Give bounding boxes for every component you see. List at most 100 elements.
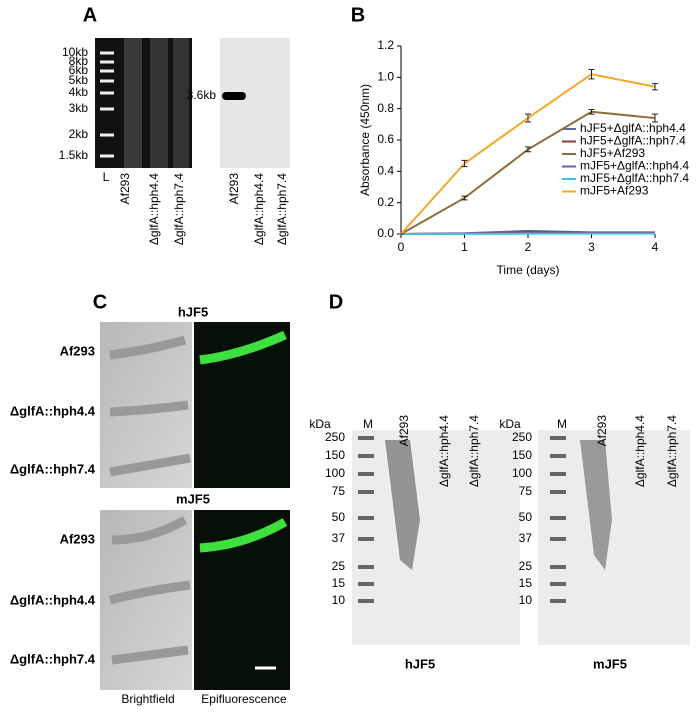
lane-label: Af293 bbox=[227, 173, 241, 205]
row-label: ΔglfA::hph7.4 bbox=[10, 651, 96, 666]
ladder-band bbox=[100, 154, 114, 158]
ladder-band bbox=[100, 79, 114, 83]
marker-band bbox=[550, 454, 566, 458]
marker-label: 250 bbox=[325, 430, 345, 444]
lane-label: ΔglfA::hph4.4 bbox=[252, 173, 266, 245]
row-label: ΔglfA::hph4.4 bbox=[10, 403, 96, 418]
marker-label: 37 bbox=[332, 531, 346, 545]
error-bar bbox=[461, 159, 468, 168]
ladder-label: 1.5kb bbox=[59, 148, 89, 162]
marker-lane-label: M bbox=[363, 417, 373, 431]
error-bar bbox=[525, 146, 531, 153]
ladder-band bbox=[100, 60, 114, 64]
marker-label: 15 bbox=[332, 576, 346, 590]
ladder-label: 8kb bbox=[69, 54, 89, 68]
lane-label: ΔglfA::hph4.4 bbox=[633, 415, 647, 487]
marker-band bbox=[550, 599, 566, 603]
marker-band bbox=[358, 490, 374, 494]
x-tick-label: 0 bbox=[398, 240, 405, 254]
marker-band bbox=[550, 472, 566, 476]
marker-band bbox=[550, 436, 566, 440]
group-title: mJF5 bbox=[176, 491, 210, 506]
marker-band bbox=[550, 516, 566, 520]
marker-band bbox=[358, 472, 374, 476]
column-label: Brightfield bbox=[121, 692, 174, 706]
marker-label: 25 bbox=[332, 559, 346, 573]
marker-label: 150 bbox=[325, 448, 345, 462]
marker-band bbox=[358, 516, 374, 520]
panel-label: A bbox=[83, 4, 97, 26]
x-tick-label: 4 bbox=[652, 240, 659, 254]
marker-label: 25 bbox=[519, 559, 533, 573]
marker-band bbox=[358, 454, 374, 458]
marker-band bbox=[550, 565, 566, 569]
marker-label: 75 bbox=[519, 484, 533, 498]
unit-label: kDa bbox=[499, 417, 521, 431]
y-tick-label: 0.4 bbox=[377, 164, 394, 178]
blot-title: hJF5 bbox=[405, 656, 435, 671]
ladder-label: 6kb bbox=[69, 63, 89, 77]
lane-label: ΔglfA::hph4.4 bbox=[437, 415, 451, 487]
ladder-title: L bbox=[103, 170, 110, 184]
micrographs bbox=[100, 322, 290, 690]
ladder-label: 2kb bbox=[69, 127, 89, 141]
legend-label: hJF5+ΔglfA::hph4.4 bbox=[580, 121, 686, 135]
y-tick-label: 1.0 bbox=[377, 70, 394, 84]
unit-label: kDa bbox=[309, 417, 331, 431]
group-title: hJF5 bbox=[178, 304, 208, 319]
band-label: 3.6kb bbox=[187, 88, 217, 102]
lane-label: Af293 bbox=[118, 173, 132, 205]
error-bar bbox=[461, 195, 468, 201]
ladder-label: 10kb bbox=[62, 45, 88, 59]
row-label: ΔglfA::hph4.4 bbox=[10, 592, 96, 607]
ladder-label: 3kb bbox=[69, 101, 89, 115]
column-label: Epifluorescence bbox=[201, 692, 287, 706]
x-tick-label: 3 bbox=[588, 240, 595, 254]
error-bar bbox=[588, 108, 595, 115]
y-tick-label: 0.2 bbox=[377, 195, 394, 209]
marker-band bbox=[358, 436, 374, 440]
y-tick-label: 0.8 bbox=[377, 101, 394, 115]
gel-band bbox=[222, 92, 246, 100]
marker-lane-label: M bbox=[557, 417, 567, 431]
ladder-band bbox=[100, 91, 114, 95]
error-bar bbox=[525, 113, 531, 123]
marker-band bbox=[550, 582, 566, 586]
lane-label: ΔglfA::hph7.4 bbox=[665, 415, 679, 487]
blot bbox=[352, 430, 520, 645]
y-tick-label: 0.0 bbox=[377, 226, 394, 240]
blot-title: mJF5 bbox=[593, 656, 627, 671]
marker-label: 10 bbox=[332, 593, 346, 607]
panel-label: D bbox=[329, 291, 343, 313]
marker-label: 50 bbox=[519, 510, 533, 524]
error-bar bbox=[652, 113, 658, 123]
marker-label: 150 bbox=[512, 448, 532, 462]
ladder-label: 5kb bbox=[69, 73, 89, 87]
marker-label: 100 bbox=[325, 466, 345, 480]
y-tick-label: 0.6 bbox=[377, 132, 394, 146]
marker-band bbox=[358, 537, 374, 541]
marker-label: 15 bbox=[519, 576, 533, 590]
gel-lane bbox=[124, 38, 142, 168]
legend-label: hJF5+Af293 bbox=[580, 146, 645, 160]
marker-band bbox=[550, 490, 566, 494]
y-axis-title: Absorbance (450nm) bbox=[358, 84, 372, 196]
row-label: Af293 bbox=[60, 531, 95, 546]
legend-label: hJF5+ΔglfA::hph7.4 bbox=[580, 134, 686, 148]
gel-lane bbox=[173, 38, 189, 168]
marker-label: 100 bbox=[512, 466, 532, 480]
panel-label: C bbox=[93, 291, 107, 313]
row-label: Af293 bbox=[60, 343, 95, 358]
ladder-label: 4kb bbox=[69, 85, 89, 99]
ladder-band bbox=[100, 69, 114, 73]
lane-label: Af293 bbox=[397, 415, 411, 447]
ladder-band bbox=[100, 51, 114, 55]
marker-label: 50 bbox=[332, 510, 346, 524]
legend-label: mJF5+Af293 bbox=[580, 184, 649, 198]
marker-band bbox=[550, 537, 566, 541]
legend-label: mJF5+ΔglfA::hph4.4 bbox=[580, 159, 689, 173]
ladder-band bbox=[100, 133, 114, 137]
y-tick-label: 1.2 bbox=[377, 38, 394, 52]
marker-band bbox=[358, 582, 374, 586]
